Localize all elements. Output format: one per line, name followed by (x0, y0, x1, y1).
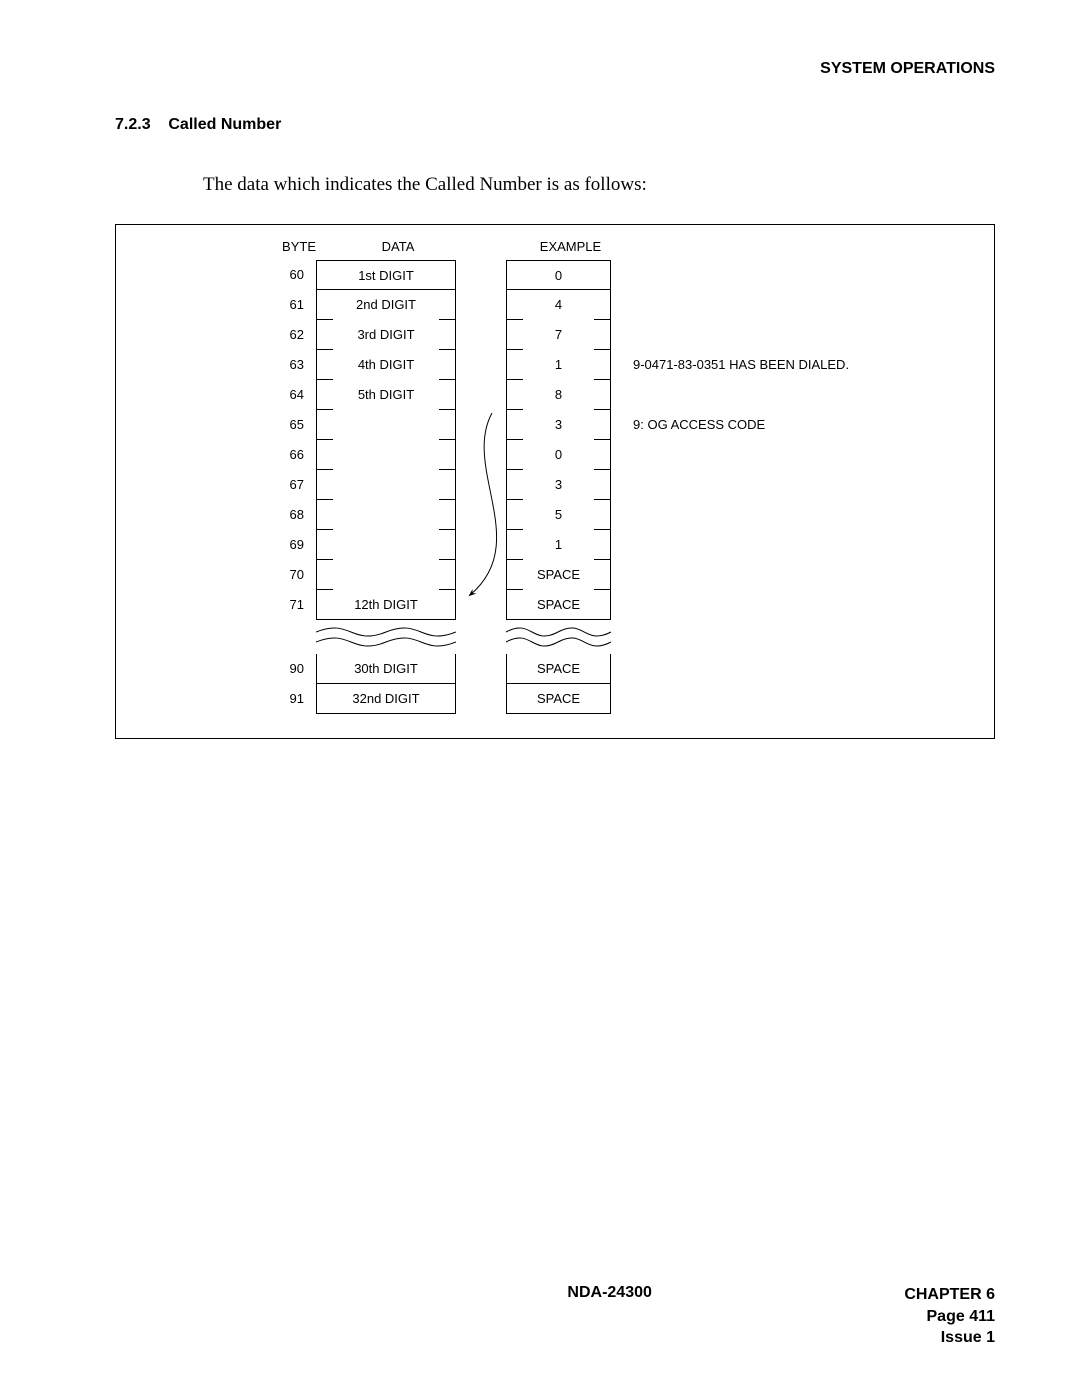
data-cell: 2nd DIGIT (316, 290, 456, 320)
column-headers: BYTE DATA EXAMPLE (136, 239, 974, 260)
example-cell: 3 (506, 410, 611, 440)
example-cell: 7 (506, 320, 611, 350)
example-cell: SPACE (506, 590, 611, 620)
page: SYSTEM OPERATIONS 7.2.3 Called Number Th… (0, 0, 1080, 1397)
byte-label: 69 (246, 530, 316, 560)
data-cell (316, 500, 456, 530)
byte-label: 64 (246, 380, 316, 410)
col-header-example: EXAMPLE (518, 239, 623, 260)
section-title-text: Called Number (168, 116, 281, 133)
footer: NDA-24300 CHAPTER 6 Page 411 Issue 1 (115, 1284, 995, 1349)
data-cell (316, 410, 456, 440)
data-cell (316, 530, 456, 560)
footer-chapter: CHAPTER 6 (904, 1284, 995, 1306)
rows-top: 606162636465666768697071 1st DIGIT2nd DI… (136, 260, 974, 620)
data-cell (316, 560, 456, 590)
example-cell: 5 (506, 500, 611, 530)
note-access-code: 9: OG ACCESS CODE (633, 410, 849, 440)
data-cell (316, 470, 456, 500)
example-cell: SPACE (506, 654, 611, 684)
footer-page: Page 411 (904, 1306, 995, 1328)
example-cell: SPACE (506, 684, 611, 714)
diagram: BYTE DATA EXAMPLE 6061626364656667686970… (115, 224, 995, 739)
byte-label: 60 (246, 260, 316, 290)
byte-label: 63 (246, 350, 316, 380)
example-cell: 1 (506, 350, 611, 380)
example-cell: 4 (506, 290, 611, 320)
data-cell: 30th DIGIT (316, 654, 456, 684)
example-cell: SPACE (506, 560, 611, 590)
data-cell (316, 440, 456, 470)
byte-label: 71 (246, 590, 316, 620)
data-cell: 5th DIGIT (316, 380, 456, 410)
data-cell: 1st DIGIT (316, 260, 456, 290)
footer-doc: NDA-24300 (115, 1284, 904, 1349)
byte-label: 65 (246, 410, 316, 440)
byte-label: 66 (246, 440, 316, 470)
byte-label: 67 (246, 470, 316, 500)
byte-label: 91 (246, 684, 316, 714)
byte-label: 90 (246, 654, 316, 684)
example-cell: 3 (506, 470, 611, 500)
col-header-byte: BYTE (246, 239, 328, 260)
example-cell: 0 (506, 440, 611, 470)
byte-label: 62 (246, 320, 316, 350)
example-cell: 0 (506, 260, 611, 290)
col-header-data: DATA (328, 239, 468, 260)
break-row (136, 620, 974, 654)
break-data (316, 620, 456, 654)
note-dialed: 9-0471-83-0351 HAS BEEN DIALED. (633, 350, 849, 380)
byte-label: 68 (246, 500, 316, 530)
byte-label: 61 (246, 290, 316, 320)
wave-icon (316, 622, 456, 652)
section-heading: 7.2.3 Called Number (115, 116, 995, 134)
data-cell: 4th DIGIT (316, 350, 456, 380)
section-number: 7.2.3 (115, 116, 151, 133)
header-title: SYSTEM OPERATIONS (115, 60, 995, 78)
data-cell: 12th DIGIT (316, 590, 456, 620)
notes: 9-0471-83-0351 HAS BEEN DIALED. 9: OG AC… (611, 260, 849, 440)
data-cell: 32nd DIGIT (316, 684, 456, 714)
data-cell: 3rd DIGIT (316, 320, 456, 350)
wave-icon (506, 622, 611, 652)
example-cell: 1 (506, 530, 611, 560)
break-example (506, 620, 611, 654)
rows-bottom: 9091 30th DIGIT32nd DIGIT SPACESPACE (136, 654, 974, 714)
byte-label: 70 (246, 560, 316, 590)
intro-text: The data which indicates the Called Numb… (203, 174, 995, 196)
footer-issue: Issue 1 (904, 1327, 995, 1349)
example-cell: 8 (506, 380, 611, 410)
